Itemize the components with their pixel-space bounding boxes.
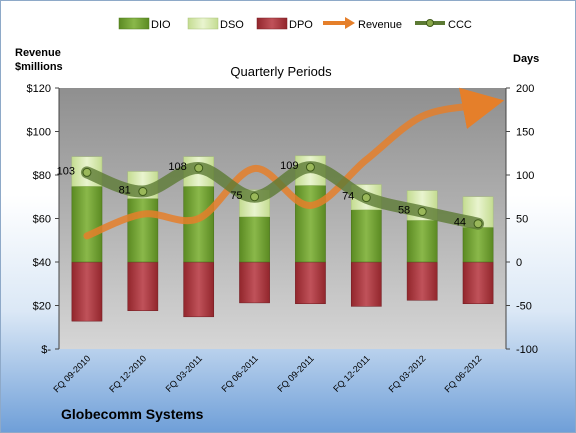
right-tick-label: 100	[516, 170, 534, 182]
bar-dpo	[406, 261, 438, 301]
ccc-point	[250, 192, 260, 202]
ccc-data-label: 75	[230, 190, 242, 202]
ccc-point	[194, 163, 204, 173]
bar-dio	[350, 209, 382, 263]
right-tick-label: 200	[516, 83, 534, 95]
bar-dio	[71, 186, 103, 263]
category-label: FQ 06-2011	[219, 353, 260, 394]
bar-dio	[462, 226, 494, 263]
ccc-point	[82, 167, 92, 177]
bar-dpo	[350, 261, 382, 307]
ccc-data-label: 58	[398, 205, 410, 217]
category-axis: FQ 09-2010 FQ 12-2010 FQ 03-2011 FQ 06-2011…	[51, 353, 483, 394]
left-tick-label: $40	[33, 257, 51, 269]
bar-dio	[183, 186, 215, 263]
ccc-point	[417, 207, 427, 217]
chart-title: Quarterly Periods	[230, 64, 332, 79]
ccc-data-label: 81	[119, 185, 131, 197]
ccc-point	[473, 219, 483, 229]
legend-marker-ccc	[426, 19, 434, 27]
bar-dpo	[71, 261, 103, 322]
category-label: FQ 09-2010	[51, 353, 92, 394]
legend-label-revenue: Revenue	[358, 19, 402, 31]
left-tick-label: $20	[33, 301, 51, 313]
bar-dpo	[239, 261, 270, 304]
lines: 103 81 108 75 109 74 58 44	[57, 87, 505, 240]
bar-dio	[127, 198, 159, 263]
left-tick-label: $100	[27, 127, 51, 139]
ccc-line	[80, 161, 485, 230]
ccc-point	[305, 162, 315, 172]
bar-dpo	[183, 261, 215, 318]
left-tick-label: $80	[33, 170, 51, 182]
left-axis-title-line1: Revenue	[15, 47, 61, 59]
legend-swatch-dso	[187, 17, 219, 30]
ccc-data-label: 108	[168, 161, 186, 173]
right-tick-label: -50	[516, 301, 532, 313]
ccc-data-label: 103	[57, 165, 75, 177]
right-tick-label: 0	[516, 257, 522, 269]
legend-label-ccc: CCC	[448, 19, 472, 31]
left-axis-title-line2: $millions	[15, 61, 63, 73]
left-tick-label: $120	[27, 83, 51, 95]
right-tick-label: 50	[516, 214, 528, 226]
legend-label-dio: DIO	[151, 19, 171, 31]
category-label: FQ 03-2011	[164, 353, 205, 394]
ccc-data-label: 74	[342, 191, 354, 203]
legend: DIO DSO DPO Revenue CCC	[118, 17, 472, 31]
category-label: FQ 06-2012	[442, 353, 483, 394]
bar-dio	[406, 219, 438, 263]
bar-dpo	[295, 261, 326, 305]
category-label: FQ 12-2011	[331, 353, 372, 394]
left-tick-label: $60	[33, 214, 51, 226]
bar-dio	[239, 216, 270, 263]
category-label: FQ 12-2010	[107, 353, 148, 394]
ccc-point	[361, 193, 371, 203]
legend-label-dso: DSO	[220, 19, 244, 31]
category-label: FQ 03-2012	[387, 353, 428, 394]
category-label: FQ 09-2011	[275, 353, 316, 394]
left-tick-label: $-	[41, 344, 51, 356]
company-name: Globecomm Systems	[61, 406, 204, 422]
right-axis-title: Days	[513, 53, 539, 65]
right-tick-label: 150	[516, 127, 534, 139]
legend-swatch-dio	[118, 17, 150, 30]
bar-dio	[295, 185, 326, 263]
legend-swatch-dpo	[256, 17, 288, 30]
right-axis: -100 -50 0 50 100 150 200	[505, 83, 538, 356]
ccc-data-label: 44	[454, 217, 466, 229]
bar-dpo	[462, 261, 494, 305]
ccc-point	[138, 187, 148, 197]
left-axis: $- $20 $40 $60 $80 $100 $120	[27, 83, 60, 356]
legend-arrow-icon	[345, 17, 355, 29]
right-tick-label: -100	[516, 344, 538, 356]
legend-label-dpo: DPO	[289, 19, 313, 31]
bar-dpo	[127, 261, 159, 311]
ccc-data-label: 109	[280, 160, 298, 172]
